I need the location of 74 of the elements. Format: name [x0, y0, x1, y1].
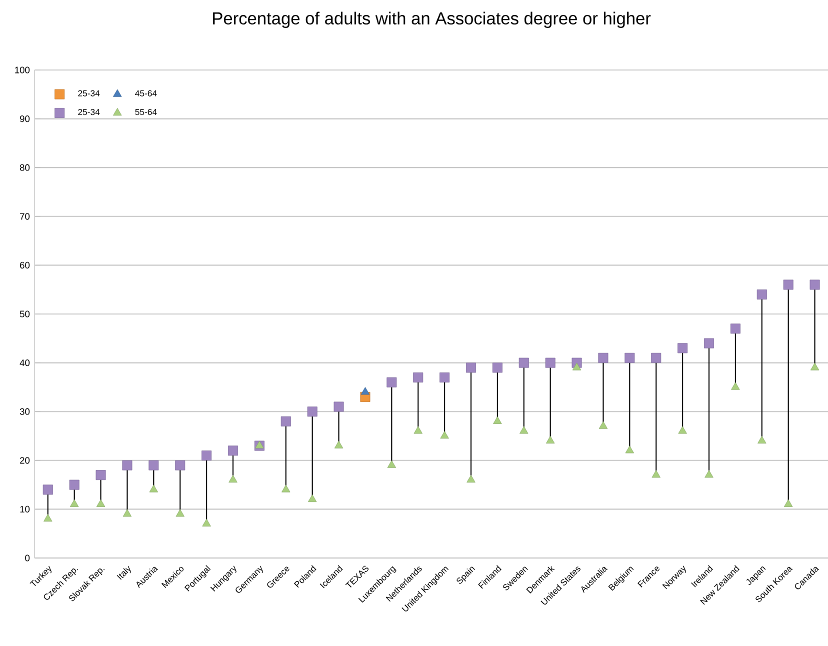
point	[810, 362, 820, 370]
point	[175, 460, 186, 470]
point	[466, 474, 476, 483]
y-tick-label: 20	[20, 457, 30, 464]
y-tick-label: 90	[20, 116, 30, 122]
point	[414, 426, 422, 434]
point	[307, 406, 318, 417]
y-tick-label: 60	[20, 262, 30, 268]
point	[70, 499, 79, 507]
legend-label: 55-64	[135, 108, 157, 116]
point	[440, 431, 449, 439]
point	[202, 450, 212, 461]
point	[545, 358, 556, 368]
point	[651, 352, 662, 363]
point	[202, 518, 211, 526]
legend-label: 25-34	[78, 90, 100, 96]
legend-label: 45-64	[135, 90, 157, 96]
point	[413, 372, 424, 382]
point	[730, 324, 740, 334]
point	[387, 460, 396, 468]
point	[308, 494, 317, 502]
point	[731, 382, 740, 390]
point	[493, 416, 502, 424]
point	[518, 358, 529, 368]
point	[678, 426, 687, 434]
x-tick-label: Italy	[116, 566, 131, 580]
point	[652, 470, 660, 478]
point	[69, 480, 80, 490]
y-tick-label: 30	[20, 408, 30, 415]
point	[228, 474, 238, 483]
point	[149, 484, 158, 492]
point	[704, 470, 714, 478]
point	[572, 362, 582, 370]
point	[492, 362, 502, 373]
point	[466, 362, 476, 373]
point	[520, 426, 528, 434]
point	[176, 509, 184, 517]
point	[810, 280, 820, 290]
y-tick-label: 40	[20, 360, 30, 366]
chart-title: Percentage of adults with an Associates degree or higher	[213, 12, 651, 28]
point	[44, 514, 52, 522]
y-tick-label: 100	[15, 66, 30, 74]
y-tick-label: 10	[20, 506, 30, 512]
point	[360, 387, 370, 395]
point	[624, 352, 635, 363]
point	[282, 484, 290, 492]
point	[334, 440, 344, 448]
point	[386, 377, 397, 388]
y-tick-label: 50	[20, 310, 30, 318]
point	[255, 440, 264, 448]
point	[546, 436, 555, 444]
point	[598, 421, 608, 429]
legend-label: 25-34	[78, 108, 100, 116]
point	[148, 460, 159, 470]
point	[334, 402, 344, 412]
point	[783, 280, 794, 290]
y-tick-label: 0	[25, 554, 30, 562]
point	[228, 446, 238, 456]
point	[42, 484, 53, 495]
point	[758, 436, 766, 444]
point	[598, 352, 608, 363]
point	[122, 460, 132, 470]
point	[704, 338, 714, 348]
point	[625, 446, 634, 454]
point	[122, 509, 132, 517]
point	[96, 499, 106, 507]
point	[280, 416, 291, 426]
point	[678, 343, 688, 354]
point	[440, 372, 450, 382]
point	[96, 470, 106, 480]
point	[756, 289, 767, 300]
y-tick-label: 70	[20, 213, 30, 220]
y-tick-label: 80	[20, 164, 30, 171]
point	[784, 499, 793, 507]
